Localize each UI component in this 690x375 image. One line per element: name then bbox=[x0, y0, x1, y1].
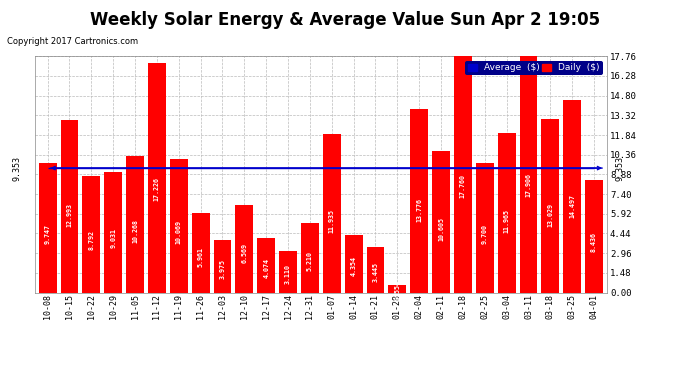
Text: 17.906: 17.906 bbox=[526, 173, 531, 197]
Bar bbox=[104, 172, 122, 292]
Bar bbox=[192, 213, 210, 292]
Text: 10.268: 10.268 bbox=[132, 219, 138, 243]
Bar bbox=[366, 247, 384, 292]
Text: 13.776: 13.776 bbox=[416, 198, 422, 222]
Text: 9.700: 9.700 bbox=[482, 224, 488, 245]
Text: 17.760: 17.760 bbox=[460, 174, 466, 198]
Text: 0.554: 0.554 bbox=[395, 280, 400, 300]
Text: 10.069: 10.069 bbox=[176, 220, 181, 244]
Bar bbox=[39, 163, 57, 292]
Bar bbox=[411, 109, 428, 292]
Text: 6.569: 6.569 bbox=[241, 243, 247, 263]
Text: 12.993: 12.993 bbox=[66, 203, 72, 227]
Text: 17.226: 17.226 bbox=[154, 177, 160, 201]
Bar bbox=[432, 152, 450, 292]
Bar bbox=[497, 134, 515, 292]
Text: 9.353: 9.353 bbox=[615, 156, 625, 181]
Bar bbox=[345, 235, 363, 292]
Bar bbox=[213, 240, 231, 292]
Bar bbox=[257, 238, 275, 292]
Bar bbox=[585, 180, 603, 292]
Text: 3.110: 3.110 bbox=[285, 264, 291, 284]
Bar bbox=[148, 63, 166, 292]
Text: 14.497: 14.497 bbox=[569, 194, 575, 218]
Bar bbox=[454, 56, 472, 292]
Text: 13.029: 13.029 bbox=[547, 202, 553, 226]
Text: 9.031: 9.031 bbox=[110, 228, 116, 249]
Text: Weekly Solar Energy & Average Value Sun Apr 2 19:05: Weekly Solar Energy & Average Value Sun … bbox=[90, 11, 600, 29]
Bar bbox=[323, 134, 341, 292]
Bar bbox=[235, 205, 253, 292]
Bar bbox=[388, 285, 406, 292]
Bar bbox=[279, 251, 297, 292]
Text: Copyright 2017 Cartronics.com: Copyright 2017 Cartronics.com bbox=[7, 38, 138, 46]
Bar bbox=[170, 159, 188, 292]
Text: 11.965: 11.965 bbox=[504, 209, 510, 233]
Text: 8.792: 8.792 bbox=[88, 230, 95, 250]
Text: 5.961: 5.961 bbox=[197, 247, 204, 267]
Text: 10.605: 10.605 bbox=[438, 217, 444, 241]
Bar bbox=[476, 164, 494, 292]
Legend: Average  ($), Daily  ($): Average ($), Daily ($) bbox=[465, 61, 602, 75]
Text: 9.747: 9.747 bbox=[45, 224, 50, 244]
Bar bbox=[301, 223, 319, 292]
Text: 8.436: 8.436 bbox=[591, 232, 597, 252]
Text: 3.445: 3.445 bbox=[373, 262, 379, 282]
Text: 5.210: 5.210 bbox=[307, 251, 313, 272]
Bar bbox=[61, 120, 79, 292]
Text: 4.354: 4.354 bbox=[351, 256, 357, 276]
Bar bbox=[520, 54, 538, 292]
Bar bbox=[126, 156, 144, 292]
Text: 4.074: 4.074 bbox=[263, 258, 269, 278]
Text: 11.935: 11.935 bbox=[328, 209, 335, 233]
Bar bbox=[542, 119, 560, 292]
Text: 3.975: 3.975 bbox=[219, 259, 226, 279]
Text: 9.353: 9.353 bbox=[12, 156, 21, 181]
Bar bbox=[82, 176, 100, 292]
Bar bbox=[563, 100, 581, 292]
